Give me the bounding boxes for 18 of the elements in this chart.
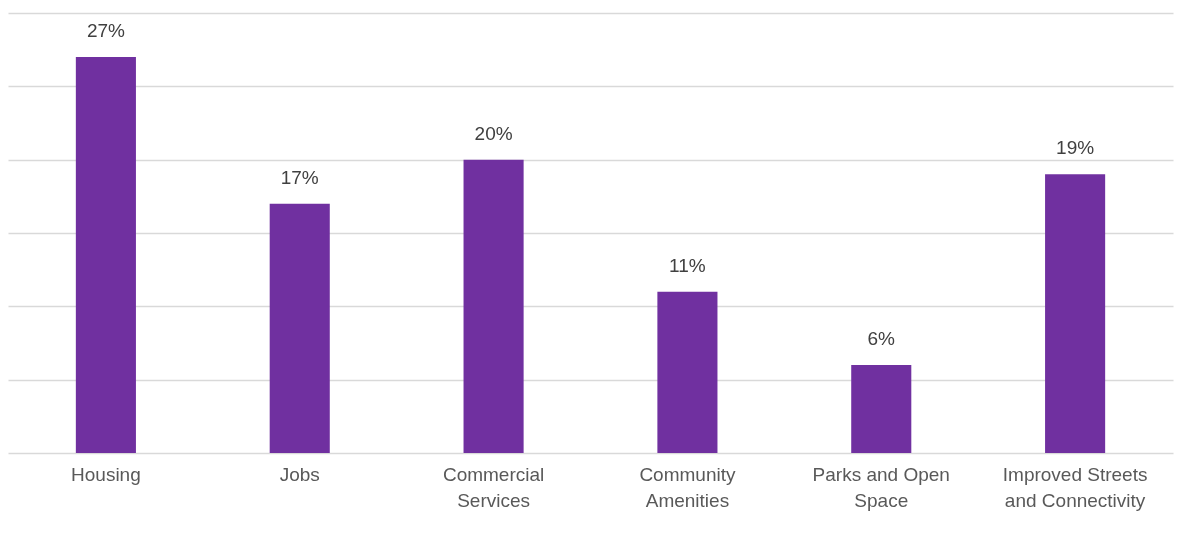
bar (463, 159, 524, 453)
x-tick-label: Community Amenities (639, 463, 736, 511)
data-label: 11% (669, 254, 706, 276)
bar (75, 57, 136, 453)
x-tick-label: Parks and Open Space (812, 463, 950, 511)
x-tick-label: Improved Streets and Connectivity (1002, 463, 1148, 511)
x-tick-label: Commercial Services (442, 463, 545, 511)
data-label: 17% (280, 166, 319, 188)
data-label: 6% (867, 328, 896, 349)
bar (269, 203, 330, 453)
x-tick-label: Jobs (279, 463, 320, 485)
bar (851, 365, 912, 453)
bar (1045, 174, 1106, 453)
data-label: 19% (1056, 137, 1095, 159)
bar (657, 291, 718, 453)
x-tick-label: Housing (71, 463, 141, 485)
data-label: 27% (86, 20, 126, 41)
data-label: 20% (474, 122, 513, 144)
